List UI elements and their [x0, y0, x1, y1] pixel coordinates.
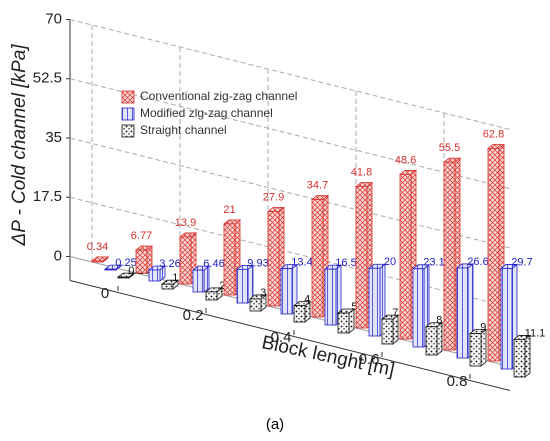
bar-front — [443, 161, 456, 351]
bar-front — [117, 276, 130, 279]
grid-line — [69, 78, 511, 190]
bar-front — [249, 298, 262, 312]
bar — [424, 321, 444, 356]
value-label: 9.93 — [247, 257, 268, 269]
x-tick-label: 0.8 — [447, 373, 468, 390]
bar — [336, 308, 356, 334]
bar — [147, 265, 167, 282]
bar-front — [456, 267, 469, 359]
bar-front — [267, 211, 280, 307]
bar — [116, 272, 136, 279]
bar-front — [513, 339, 526, 378]
bar-front — [425, 326, 438, 356]
legend-label: Conventional zig-zag channel — [140, 89, 297, 103]
value-label: 41.8 — [351, 166, 372, 178]
bar-front — [148, 269, 161, 282]
bar-front — [412, 268, 425, 348]
bar-front — [223, 223, 236, 296]
legend-label: Straight channel — [140, 123, 227, 137]
bar — [235, 264, 255, 304]
value-label: 48.6 — [395, 154, 416, 166]
grid-line — [69, 137, 511, 249]
value-label: 0.25 — [115, 257, 136, 269]
caption: (a) — [266, 416, 284, 433]
value-label: 0.34 — [87, 241, 108, 253]
value-label: 34.7 — [307, 179, 328, 191]
value-label: 62.8 — [483, 128, 504, 140]
x-tick-label: 0.4 — [271, 329, 292, 346]
bar-front — [500, 268, 513, 370]
value-label: 26.6 — [467, 256, 488, 268]
value-label: 16.5 — [335, 257, 356, 269]
y-axis-title: ΔP - Cold channel [kPa] — [9, 44, 30, 247]
bar — [279, 263, 299, 315]
x-axis — [69, 280, 511, 391]
bar-front — [311, 199, 324, 318]
x-tick-label: 0 — [101, 285, 109, 302]
value-label: 55.5 — [439, 142, 460, 154]
legend-swatch — [121, 90, 135, 104]
bar-side — [524, 334, 531, 378]
bar-front — [192, 269, 205, 293]
bar-front — [399, 174, 412, 340]
y-tick-label: 17.5 — [33, 188, 62, 205]
x-tick-label: 0.2 — [183, 307, 204, 324]
bar — [398, 169, 418, 340]
bar — [103, 264, 123, 271]
bar-front — [236, 268, 249, 304]
legend-swatch — [121, 124, 135, 138]
bar — [90, 256, 110, 263]
legend-swatch — [121, 107, 135, 121]
bar-front — [91, 260, 104, 263]
y-tick-label: 0 — [54, 247, 62, 264]
grid-line — [69, 196, 511, 308]
bar — [292, 300, 312, 323]
bar-front — [293, 305, 306, 323]
grid-line — [69, 19, 511, 130]
value-label: 29.7 — [511, 256, 532, 268]
bar — [380, 314, 400, 345]
legend-label: Modified zig-zag channel — [140, 106, 273, 120]
value-label: 6.46 — [203, 258, 224, 270]
bar — [204, 287, 224, 301]
bar-front — [337, 312, 350, 334]
bar-front — [355, 186, 368, 329]
y-tick-label: 35 — [45, 129, 62, 146]
value-label: 6.77 — [131, 230, 152, 242]
bar — [160, 279, 180, 290]
bar-front — [368, 267, 381, 337]
bar — [134, 245, 154, 274]
bar-front — [487, 147, 500, 362]
bar — [468, 328, 488, 367]
bar-front — [104, 268, 117, 271]
bar-front — [280, 268, 293, 315]
value-label: 13.9 — [175, 217, 196, 229]
x-tick-label: 0.6 — [359, 351, 380, 368]
bar — [512, 334, 532, 378]
bar-front — [381, 318, 394, 345]
value-label: 13.4 — [291, 257, 312, 269]
value-label: 23.1 — [423, 257, 444, 269]
value-label: 11.1 — [525, 327, 546, 339]
bar-front — [469, 333, 482, 367]
bar — [248, 294, 268, 312]
bar-front — [135, 249, 148, 274]
bar — [191, 265, 211, 293]
value-label: 27.9 — [263, 191, 284, 203]
bar-front — [179, 236, 192, 285]
bar — [323, 264, 343, 326]
y-tick-label: 70 — [45, 10, 62, 27]
bar-front — [161, 283, 174, 290]
bar-front — [205, 291, 218, 301]
value-label: 20 — [384, 256, 396, 268]
bar-side — [392, 314, 399, 345]
bar-side — [480, 328, 487, 367]
bar-side — [436, 321, 443, 356]
value-label: 21 — [223, 204, 235, 216]
y-tick-label: 52.5 — [33, 70, 62, 87]
bar-front — [324, 268, 337, 326]
value-label: 3.26 — [159, 258, 180, 270]
